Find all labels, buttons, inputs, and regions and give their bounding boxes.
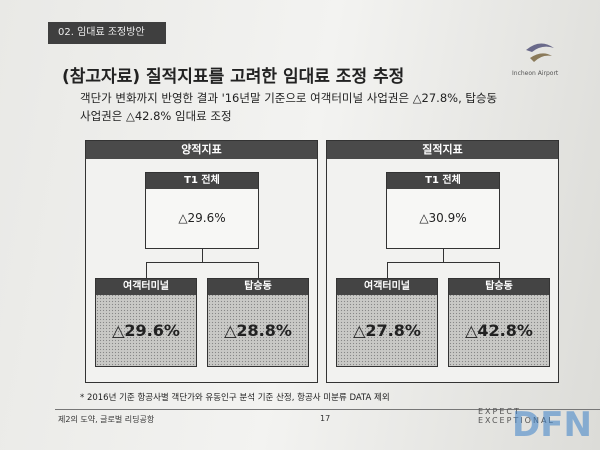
box-value: △29.6% <box>112 321 180 340</box>
panel: 질적지표 T1 전체 △30.9% 여객터미널 △27.8% 탑승동 △42.8% <box>326 140 559 383</box>
box-label: T1 전체 <box>387 173 499 189</box>
logo-icon <box>526 43 554 62</box>
box-value: △42.8% <box>465 321 533 340</box>
summary-box: T1 전체 △29.6% <box>145 172 259 249</box>
connector <box>146 262 148 278</box>
connector <box>443 249 445 262</box>
subtitle-line: 사업권은 △42.8% 임대료 조정 <box>80 109 232 123</box>
connector <box>387 262 499 264</box>
subtitle-line: 객단가 변화까지 반영한 결과 '16년말 기준으로 여객터미널 사업권은 △2… <box>80 91 498 105</box>
box-label: 탑승동 <box>208 279 308 295</box>
detail-box: 여객터미널 △27.8% <box>336 278 438 367</box>
detail-box: 여객터미널 △29.6% <box>95 278 197 367</box>
section-tag: 02. 임대료 조정방안 <box>48 22 166 44</box>
logo-text: Incheon Airport <box>512 70 559 77</box>
box-value: △27.8% <box>353 321 421 340</box>
footnote: * 2016년 기준 항공사별 객단가와 유동인구 분석 기준 산정, 항공사 … <box>80 393 390 403</box>
footer-slogan: 제2의 도약, 글로벌 리딩공항 <box>58 415 155 424</box>
watermark: DFN <box>512 405 592 445</box>
panel-title: 질적지표 <box>327 141 558 159</box>
box-value: △28.8% <box>224 321 292 340</box>
detail-box: 탑승동 △28.8% <box>207 278 309 367</box>
box-label: 여객터미널 <box>337 279 437 295</box>
connector <box>146 262 258 264</box>
connector <box>387 262 389 278</box>
box-value: △29.6% <box>178 211 226 225</box>
connector <box>202 249 204 262</box>
footer-tagline: EXPECT EXCEPTIONAL <box>478 407 555 425</box>
footer-rule <box>55 409 600 410</box>
detail-box: 탑승동 △42.8% <box>448 278 550 367</box>
panel-title: 양적지표 <box>86 141 317 159</box>
summary-box: T1 전체 △30.9% <box>386 172 500 249</box>
box-label: 탑승동 <box>449 279 549 295</box>
title: (참고자료) 질적지표를 고려한 임대료 조정 추정 <box>62 67 405 87</box>
box-value: △30.9% <box>419 211 467 225</box>
box-label: 여객터미널 <box>96 279 196 295</box>
connector <box>258 262 260 278</box>
page-number: 17 <box>320 414 331 423</box>
box-label: T1 전체 <box>146 173 258 189</box>
connector <box>499 262 501 278</box>
panel: 양적지표 T1 전체 △29.6% 여객터미널 △29.6% 탑승동 △28.8% <box>85 140 318 383</box>
